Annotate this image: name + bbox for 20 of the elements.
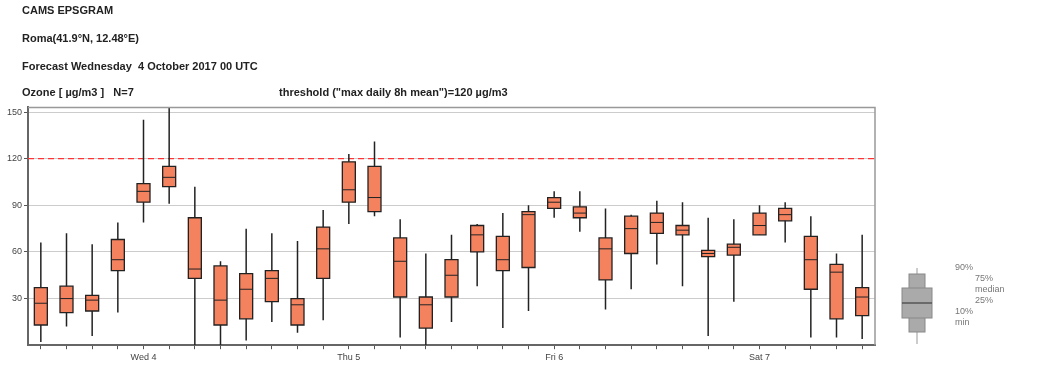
y-tick-label: 150 [6, 106, 22, 117]
text: median [975, 284, 1005, 294]
y-tick-label: 120 [6, 153, 22, 164]
text: threshold ("max daily 8h mean")=120 µg/m3 [279, 86, 508, 98]
chart-title: CAMS EPSGRAM [22, 4, 114, 16]
text: min [955, 317, 970, 327]
y-tick-label: 90 [11, 199, 22, 210]
y-tick-label: 60 [11, 246, 22, 257]
text: 75% [975, 273, 994, 283]
text: Forecast Wednesday 4 October 2017 00 UTC [22, 60, 258, 72]
x-tick-label: Wed 4 [130, 352, 157, 363]
x-tick-label: Thu 5 [337, 352, 361, 363]
y-tick-label: 30 [11, 293, 22, 304]
text: 10% [955, 306, 974, 316]
x-tick-label: Sat 7 [748, 352, 771, 363]
y-axis-title: Ozone [ µg/m3 ] N=7 [22, 86, 134, 98]
x-tick-label: Fri 6 [545, 352, 564, 363]
text: 90% [955, 262, 974, 272]
text: 25% [975, 295, 994, 305]
chart-subtitle: Roma(41.9°N, 12.48°E) [22, 32, 140, 44]
